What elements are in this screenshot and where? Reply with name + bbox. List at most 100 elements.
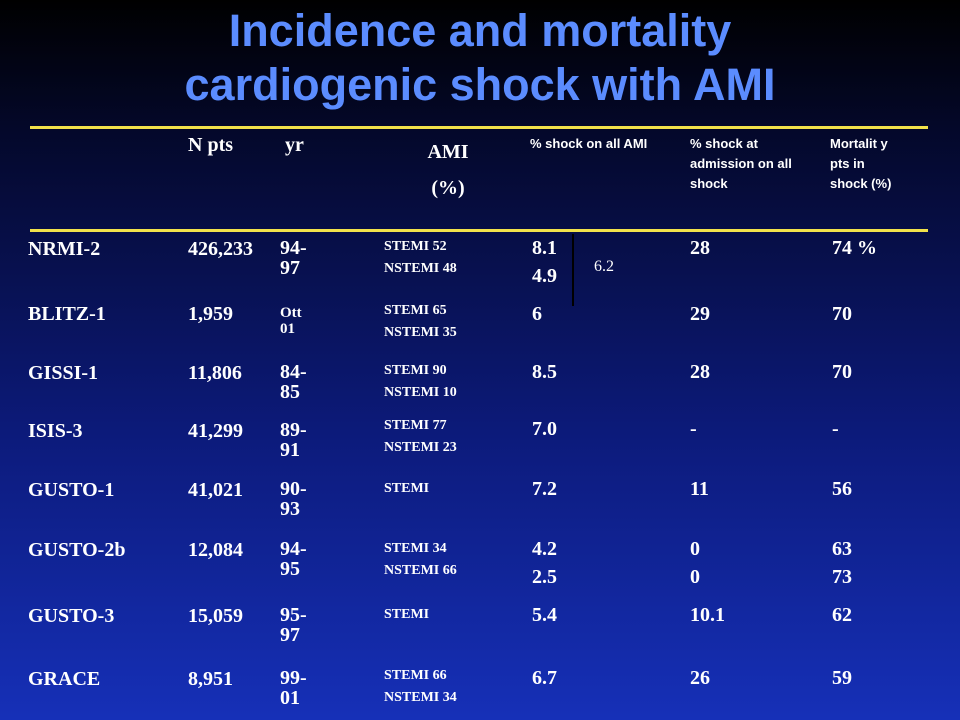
mortality-in-shock: 63 73 — [832, 535, 852, 591]
shock-at-admission: 0 0 — [690, 535, 700, 591]
n-patients: 8,951 — [188, 668, 233, 690]
study-years-start: 94- — [280, 237, 307, 259]
study-years: 89- 91 — [280, 420, 307, 460]
ami-type: STEMI 34 NSTEMI 66 — [384, 538, 457, 582]
header-ami: AMI (%) — [384, 134, 512, 206]
study-name: GUSTO-2b — [28, 539, 126, 561]
ami-type-1: STEMI 34 — [384, 541, 447, 556]
study-years-start: 94- — [280, 538, 307, 560]
shock-on-all-ami: 7.0 — [532, 415, 557, 443]
admission-value-1: 28 — [690, 361, 710, 383]
shock-at-admission: 28 — [690, 234, 710, 262]
header-yr: yr — [285, 134, 304, 156]
title-line-2: cardiogenic shock with AMI — [184, 59, 776, 110]
admission-value-1: 28 — [690, 237, 710, 259]
mortality-in-shock: 70 — [832, 358, 852, 386]
shock-at-admission: 28 — [690, 358, 710, 386]
n-patients: 11,806 — [188, 362, 242, 384]
study-years: 94- 97 — [280, 238, 307, 278]
header-shock-admission: % shock at admission on all shock — [690, 136, 792, 191]
shock-value-1: 7.2 — [532, 478, 557, 500]
n-patients: 15,059 — [188, 605, 243, 627]
title-line-1: Incidence and mortality — [228, 5, 732, 56]
admission-value-1: - — [690, 418, 697, 440]
shock-value-1: 8.5 — [532, 361, 557, 383]
ami-type-2: NSTEMI 35 — [384, 325, 457, 340]
ami-type-2: NSTEMI 23 — [384, 440, 457, 455]
study-years-start: 95- — [280, 604, 307, 626]
study-years-start: Ott — [280, 305, 302, 321]
admission-value-1: 11 — [690, 478, 709, 500]
shock-value-1: 8.1 — [532, 237, 557, 259]
study-years-end: 97 — [280, 624, 300, 646]
slide-title: Incidence and mortality cardiogenic shoc… — [0, 4, 960, 112]
study-name: BLITZ-1 — [28, 303, 106, 325]
n-patients: 41,299 — [188, 420, 243, 442]
header-bottom-rule — [30, 229, 928, 232]
study-years: 90- 93 — [280, 479, 307, 519]
shock-value-1: 5.4 — [532, 604, 557, 626]
pooled-separator-line — [572, 234, 574, 306]
mortality-in-shock: - — [832, 415, 839, 443]
study-years-start: 99- — [280, 667, 307, 689]
shock-value-1: 7.0 — [532, 418, 557, 440]
mortality-in-shock: 59 — [832, 664, 852, 692]
shock-at-admission: 10.1 — [690, 601, 725, 629]
study-years-end: 85 — [280, 381, 300, 403]
study-years-start: 84- — [280, 361, 307, 383]
ami-type-2: NSTEMI 66 — [384, 563, 457, 578]
shock-on-all-ami: 6 — [532, 300, 542, 328]
ami-type: STEMI — [384, 478, 429, 500]
n-patients: 426,233 — [188, 238, 253, 260]
header-n-pts: N pts — [188, 134, 234, 156]
mortality-in-shock: 74 % — [832, 234, 877, 262]
ami-type-1: STEMI 66 — [384, 668, 447, 683]
study-name: GUSTO-3 — [28, 605, 115, 627]
ami-type: STEMI — [384, 604, 429, 626]
shock-at-admission: 26 — [690, 664, 710, 692]
header-ami-line-2: (%) — [431, 177, 465, 199]
study-years-end: 93 — [280, 498, 300, 520]
ami-type: STEMI 77 NSTEMI 23 — [384, 415, 457, 459]
mortality-in-shock: 56 — [832, 475, 852, 503]
shock-on-all-ami: 6.7 — [532, 664, 557, 692]
shock-at-admission: 11 — [690, 475, 709, 503]
study-years-end: 95 — [280, 558, 300, 580]
admission-value-1: 29 — [690, 303, 710, 325]
shock-value-1: 4.2 — [532, 538, 557, 560]
shock-on-all-ami: 7.2 — [532, 475, 557, 503]
mortality-value-1: 70 — [832, 361, 852, 383]
mortality-value-1: 70 — [832, 303, 852, 325]
study-years-end: 97 — [280, 257, 300, 279]
admission-value-1: 10.1 — [690, 604, 725, 626]
shock-on-all-ami: 5.4 — [532, 601, 557, 629]
study-name: GISSI-1 — [28, 362, 99, 384]
study-name: NRMI-2 — [28, 238, 101, 260]
n-patients: 1,959 — [188, 303, 233, 325]
study-years: 94- 95 — [280, 539, 307, 579]
mortality-value-1: 74 % — [832, 237, 877, 259]
mortality-value-1: - — [832, 418, 839, 440]
admission-value-1: 26 — [690, 667, 710, 689]
ami-type-1: STEMI — [384, 607, 430, 622]
mortality-value-1: 62 — [832, 604, 852, 626]
study-name: ISIS-3 — [28, 420, 83, 442]
ami-type-1: STEMI — [384, 481, 430, 496]
shock-at-admission: - — [690, 415, 697, 443]
shock-on-all-ami: 8.5 — [532, 358, 557, 386]
shock-value-1: 6.7 — [532, 667, 557, 689]
n-patients: 12,084 — [188, 539, 243, 561]
study-years: 99- 01 — [280, 668, 307, 708]
study-years-end: 91 — [280, 439, 300, 461]
ami-type: STEMI 90 NSTEMI 10 — [384, 360, 457, 404]
shock-on-all-ami: 4.2 2.5 — [532, 535, 557, 591]
ami-type-1: STEMI 77 — [384, 418, 447, 433]
mortality-value-1: 63 — [832, 538, 852, 560]
header-mortality: Mortalit y pts in shock (%) — [830, 136, 892, 191]
study-years-end: 01 — [280, 687, 300, 709]
ami-type: STEMI 65 NSTEMI 35 — [384, 300, 457, 344]
shock-value-1: 6 — [532, 303, 542, 325]
mortality-in-shock: 62 — [832, 601, 852, 629]
ami-type-1: STEMI 90 — [384, 363, 447, 378]
mortality-value-1: 59 — [832, 667, 852, 689]
